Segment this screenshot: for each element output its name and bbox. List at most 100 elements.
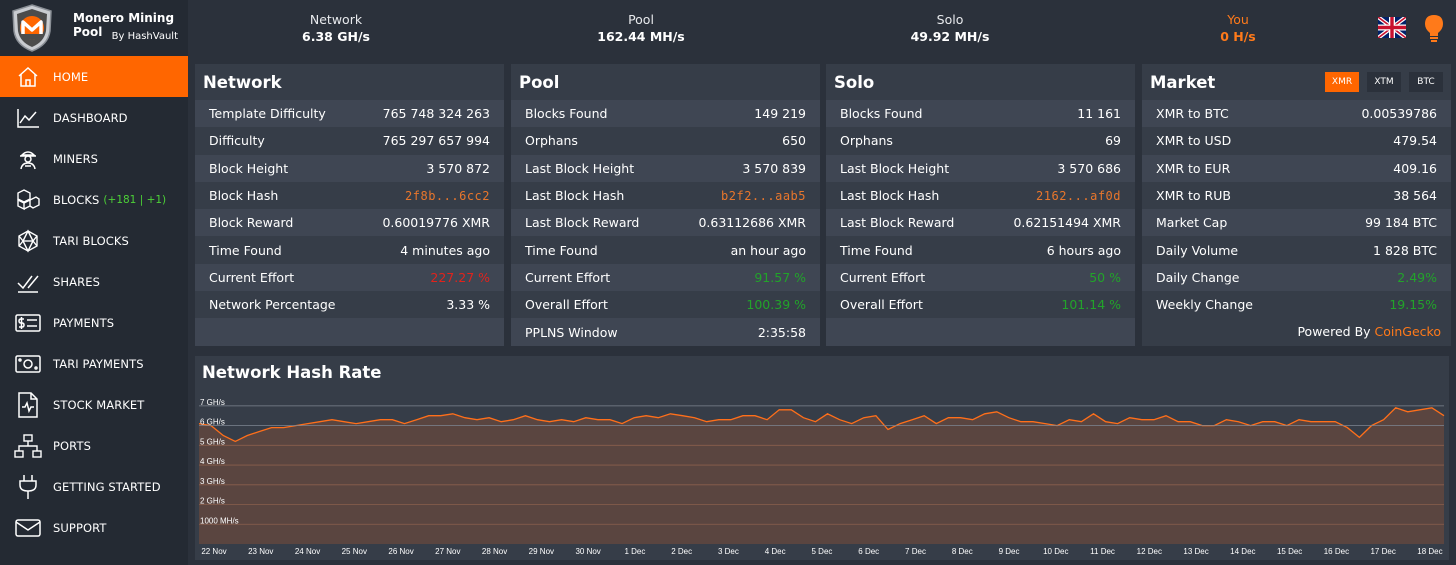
row-weekly-change: Weekly Change 19.15% [1142,291,1451,319]
stat-label: You [1227,12,1249,27]
block-hash-link[interactable]: 2f8b...6cc2 [405,188,490,203]
stat-value: 0 H/s [1220,29,1256,44]
monero-shield-logo[interactable] [10,3,54,53]
row-current-effort: Current Effort 91.57 % [511,263,820,292]
row-last-block-reward: Last Block Reward 0.63112686 XMR [511,209,820,237]
nav-item-ports[interactable]: PORTS [0,425,188,466]
hashrate-area [199,407,1444,544]
uk-flag-icon[interactable] [1378,17,1406,38]
x-tick-label: 23 Nov [248,547,273,556]
row-value: 765 297 657 994 [382,133,490,149]
row-market-cap: Market Cap 99 184 BTC [1142,209,1451,237]
row-block-reward: Block Reward 0.60019776 XMR [195,209,504,237]
nav-item-tari-blocks[interactable]: TARI BLOCKS [0,220,188,261]
x-tick-label: 9 Dec [999,547,1020,556]
nav-item-stock-market[interactable]: STOCK MARKET [0,384,188,425]
row-last-block-height: Last Block Height 3 570 839 [511,154,820,182]
row-orphans: Orphans 650 [511,127,820,155]
x-tick-label: 3 Dec [718,547,739,556]
row-value: 19.15% [1389,297,1437,313]
solo-rows: Blocks Found 11 161 Orphans 69 Last Block … [826,100,1135,346]
row-value: 0.63112686 XMR [698,215,806,231]
coingecko-link[interactable]: CoinGecko [1374,324,1441,339]
row-value: 3 570 839 [742,160,806,176]
row-difficulty: Difficulty 765 297 657 994 [195,127,504,155]
nav-label: SUPPORT [53,520,107,535]
cash-icon [14,350,42,378]
xmr-button[interactable]: XMR [1325,72,1359,92]
row-blocks-found: Blocks Found 149 219 [511,100,820,128]
nav-item-tari-payments[interactable]: TARI PAYMENTS [0,343,188,384]
nav-item-payments[interactable]: PAYMENTS [0,302,188,343]
row-xmr-eur: XMR to EUR 409.16 [1142,154,1451,182]
row-value: 38 564 [1393,188,1437,204]
chart-line-icon [14,104,42,132]
row-label: Last Block Hash [525,188,625,204]
stat-value: 162.44 MH/s [597,29,685,44]
x-tick-label: 10 Dec [1043,547,1068,556]
row-template-difficulty: Template Difficulty 765 748 324 263 [195,100,504,128]
row-label: Blocks Found [525,106,608,122]
brand-subtitle: By HashVault [111,31,178,42]
xtm-button[interactable]: XTM [1367,72,1401,92]
y-tick-label: 7 GH/s [200,398,225,407]
block-hash-link[interactable]: 2162...af0d [1036,188,1121,203]
btc-button[interactable]: BTC [1409,72,1443,92]
row-label: Daily Change [1156,269,1240,285]
pool-panel: Pool Blocks Found 149 219 Orphans 650 Last… [511,64,820,346]
stat-label: Pool [628,12,654,27]
nav-item-shares[interactable]: SHARES [0,261,188,302]
sidebar: Monero Mining Pool By HashVault HOME DAS… [0,0,188,565]
row-label: Orphans [525,133,578,149]
panel-title: Network [203,73,282,92]
row-value: 2:35:58 [757,324,806,340]
nav-label: DASHBOARD [53,110,128,125]
row-xmr-usd: XMR to USD 479.54 [1142,127,1451,155]
row-last-block-height: Last Block Height 3 570 686 [826,154,1135,182]
nav-item-dashboard[interactable]: DASHBOARD [0,97,188,138]
x-tick-label: 28 Nov [482,547,507,556]
row-label: Difficulty [209,133,265,149]
stat-label: Solo [936,12,964,27]
header-pool-stat: Pool 162.44 MH/s [541,12,741,44]
x-tick-label: 17 Dec [1370,547,1395,556]
row-value: 409.16 [1393,160,1437,176]
nav-item-support[interactable]: SUPPORT [0,507,188,548]
nav-label: TARI BLOCKS [53,233,129,248]
network-rows: Template Difficulty 765 748 324 263 Diffi… [195,100,504,346]
x-tick-label: 14 Dec [1230,547,1255,556]
row-value: 3 570 872 [426,160,490,176]
panel-title: Pool [519,73,560,92]
row-daily-change: Daily Change 2.49% [1142,263,1451,292]
stat-value: 6.38 GH/s [302,29,370,44]
nav-item-getting-started[interactable]: GETTING STARTED [0,466,188,507]
blocks-icon [14,186,42,214]
nav-item-blocks[interactable]: BLOCKS (+181 | +1) [0,179,188,220]
x-tick-label: 24 Nov [295,547,320,556]
x-tick-label: 12 Dec [1137,547,1162,556]
row-current-effort: Current Effort 227.27 % [195,263,504,292]
nav-item-home[interactable]: HOME [0,56,188,97]
nav-label: BLOCKS [53,192,100,207]
header-solo-stat: Solo 49.92 MH/s [850,12,1050,44]
nav-label: PORTS [53,438,91,453]
x-tick-label: 22 Nov [201,547,226,556]
nav-label: TARI PAYMENTS [53,356,144,371]
lightbulb-icon[interactable] [1424,14,1444,42]
row-last-block-hash: Last Block Hash 2162...af0d [826,181,1135,210]
powered-by: Powered By CoinGecko [1297,324,1441,339]
row-label: Last Block Height [840,160,950,176]
nav-item-miners[interactable]: MINERS [0,138,188,179]
x-tick-label: 30 Nov [575,547,600,556]
brand: Monero Mining Pool By HashVault [0,0,188,56]
row-xmr-rub: XMR to RUB 38 564 [1142,181,1451,210]
x-tick-label: 2 Dec [671,547,692,556]
hashrate-chart[interactable]: 1000 MH/s 2 GH/s 3 GH/s 4 GH/s 5 GH/s 6 GH/s 7… [195,356,1449,560]
row-value: 227.27 % [430,269,490,285]
x-tick-label: 15 Dec [1277,547,1302,556]
row-label: Current Effort [209,269,295,285]
row-value: 100.39 % [746,297,806,313]
block-hash-link[interactable]: b2f2...aab5 [721,188,806,203]
row-network-percentage: Network Percentage 3.33 % [195,291,504,319]
y-tick-label: 1000 MH/s [200,516,239,525]
